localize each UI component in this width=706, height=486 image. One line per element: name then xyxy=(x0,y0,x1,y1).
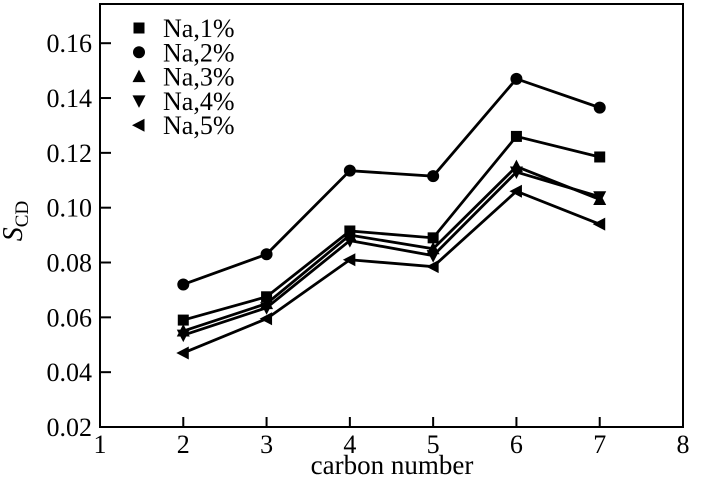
legend-marker xyxy=(132,118,145,132)
legend-label: Na,1% xyxy=(163,14,234,43)
series-line xyxy=(182,189,601,355)
x-tick-label: 7 xyxy=(593,430,606,459)
data-point-marker xyxy=(176,346,189,360)
series-line xyxy=(182,170,601,337)
x-tick-label: 6 xyxy=(510,430,523,459)
data-point-marker xyxy=(426,250,440,263)
y-tick-label: 0.04 xyxy=(47,358,93,387)
y-axis-label: SCD xyxy=(0,171,34,271)
legend-marker xyxy=(133,46,145,59)
x-tick-label: 5 xyxy=(427,430,440,459)
data-point-marker xyxy=(509,166,523,180)
x-tick-label: 8 xyxy=(677,430,690,459)
data-point-marker xyxy=(593,101,606,114)
x-tick-label: 3 xyxy=(260,430,273,459)
data-point-marker xyxy=(342,253,356,267)
legend-marker xyxy=(132,95,146,108)
series-line xyxy=(182,164,601,333)
y-tick-label: 0.12 xyxy=(47,139,93,168)
y-tick-label: 0.08 xyxy=(47,249,93,278)
y-tick-label: 0.16 xyxy=(47,29,93,58)
data-point-marker xyxy=(427,232,439,244)
data-point-marker xyxy=(343,164,356,177)
legend-label: Na,4% xyxy=(163,87,234,116)
y-axis-label-subscript: CD xyxy=(12,200,33,228)
y-axis-label-symbol: S xyxy=(0,227,29,242)
series-line xyxy=(182,77,601,286)
legend-label: Na,2% xyxy=(163,38,234,67)
data-point-marker xyxy=(510,72,523,85)
data-point-marker xyxy=(260,248,273,261)
data-point-marker xyxy=(594,151,606,163)
legend-marker xyxy=(132,69,146,83)
legend-marker xyxy=(133,22,145,34)
y-tick-label: 0.06 xyxy=(47,303,93,332)
legend-label: Na,3% xyxy=(163,63,234,92)
y-tick-label: 0.02 xyxy=(47,413,93,442)
data-point-marker xyxy=(177,278,190,291)
y-tick-label: 0.14 xyxy=(47,84,93,113)
data-point-marker xyxy=(592,217,606,231)
x-tick-label: 1 xyxy=(94,430,107,459)
series-line xyxy=(182,134,601,322)
data-point-marker xyxy=(510,130,522,142)
data-point-marker xyxy=(259,312,273,326)
x-axis-label: carbon number xyxy=(310,450,474,480)
x-tick-label: 2 xyxy=(177,430,190,459)
data-point-marker xyxy=(509,184,522,198)
x-tick-label: 4 xyxy=(343,430,356,459)
legend-label: Na,5% xyxy=(163,111,234,140)
data-point-marker xyxy=(426,260,439,274)
data-point-marker xyxy=(176,329,190,343)
plot-frame xyxy=(99,3,684,428)
data-point-marker xyxy=(177,314,189,326)
data-point-marker xyxy=(593,191,607,204)
y-tick-label: 0.10 xyxy=(47,194,93,223)
data-point-marker xyxy=(427,170,440,183)
data-point-marker xyxy=(260,302,274,315)
data-point-marker xyxy=(343,235,357,248)
